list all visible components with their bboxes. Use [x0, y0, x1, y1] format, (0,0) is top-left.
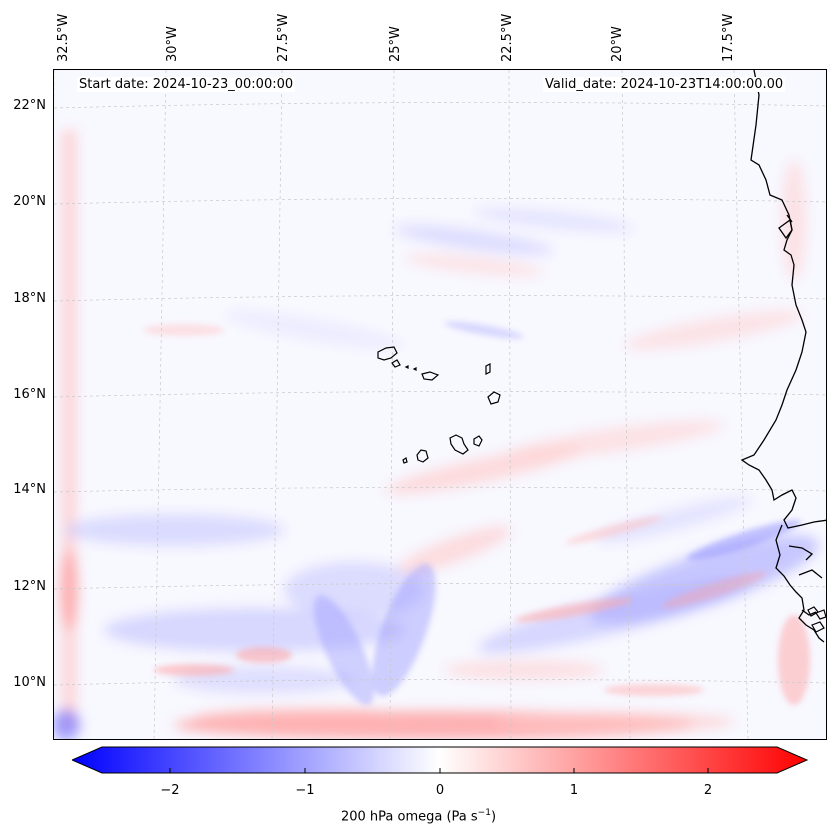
start-date-label: Start date: 2024-10-23_00:00:00 — [77, 77, 296, 92]
colorbar-label-main: 200 hPa omega (Pa s — [340, 809, 478, 825]
colorbar-tick-2: 2 — [703, 783, 713, 798]
lat-label-16n: 16°N — [13, 387, 46, 402]
lon-label-22-5w: 22.5°W — [500, 13, 515, 62]
colorbar-label: 200 hPa omega (Pa s−1) — [0, 808, 837, 824]
africa-coastline — [740, 70, 826, 643]
lon-label-25w: 25°W — [388, 26, 403, 62]
field-fine-streaks — [144, 321, 810, 705]
colorbar-tick-minus1: −1 — [295, 783, 315, 798]
colorbar-label-close: ) — [490, 809, 497, 825]
bijagos-islands — [807, 606, 826, 633]
colorbar-tick-minus2: −2 — [160, 783, 180, 798]
lat-label-14n: 14°N — [13, 482, 46, 497]
graticule-lines — [54, 70, 826, 739]
map-panel[interactable] — [53, 69, 827, 740]
colorbar-tick-1: 1 — [569, 783, 579, 798]
omega-colorbar — [72, 746, 808, 774]
cape-verde-islands — [377, 346, 501, 464]
omega-field-map — [54, 70, 826, 739]
lon-label-32-5w: 32.5°W — [56, 13, 71, 62]
lon-label-17-5w: 17.5°W — [721, 13, 736, 62]
lat-label-12n: 12°N — [13, 579, 46, 594]
lat-label-18n: 18°N — [13, 291, 46, 306]
colorbar-label-exponent: −1 — [477, 808, 491, 818]
lon-label-20w: 20°W — [610, 26, 625, 62]
lat-label-20n: 20°N — [13, 194, 46, 209]
colorbar-gradient — [72, 746, 808, 774]
colorbar-tick-0: 0 — [435, 783, 445, 798]
lat-label-10n: 10°N — [13, 675, 46, 690]
valid-date-label: Valid_date: 2024-10-23T14:00:00.00 — [543, 77, 786, 92]
lon-label-30w: 30°W — [165, 26, 180, 62]
lat-label-22n: 22°N — [13, 98, 46, 113]
lon-label-27-5w: 27.5°W — [276, 13, 291, 62]
